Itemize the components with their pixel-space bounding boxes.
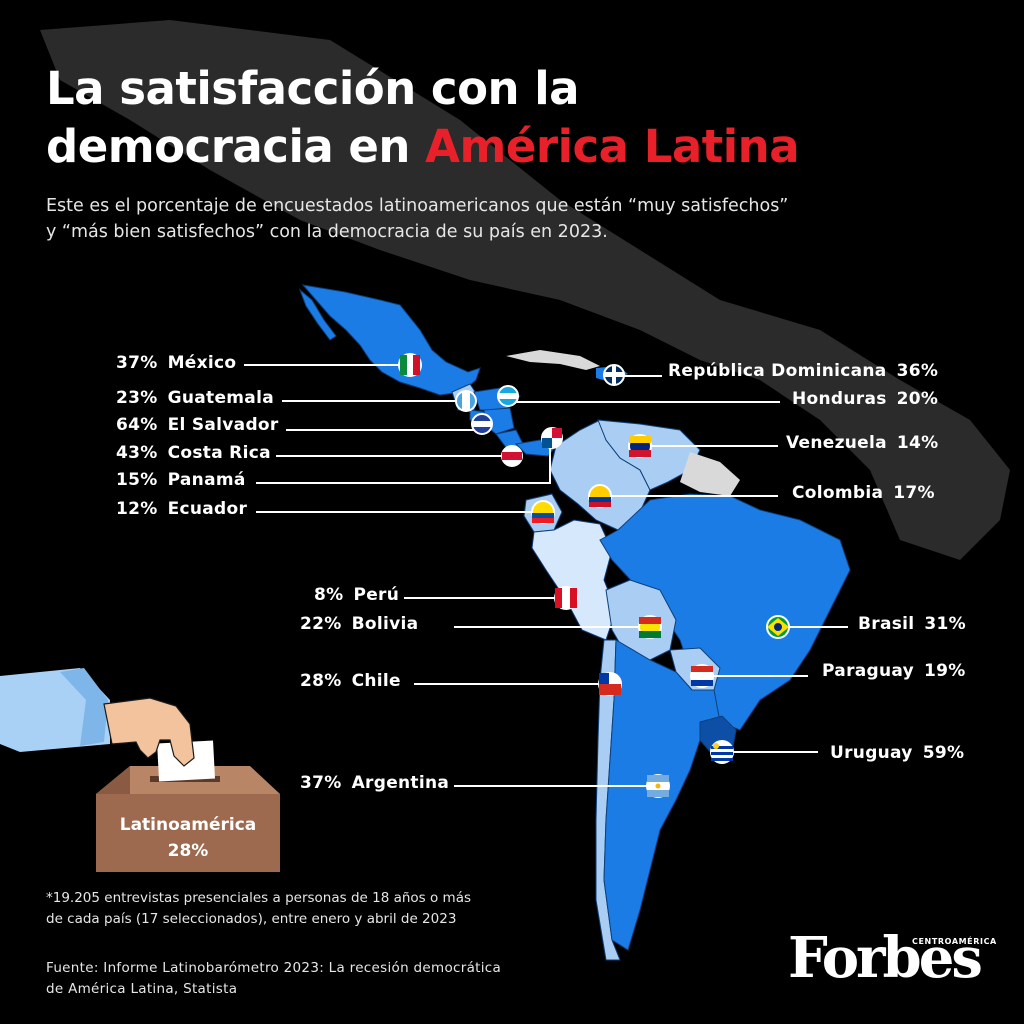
cuba-shape — [506, 350, 600, 370]
label-country: México — [167, 353, 237, 373]
label-country: Honduras — [792, 389, 887, 409]
label-pct: 19% — [924, 661, 966, 681]
label-honduras: Honduras 20% — [792, 388, 938, 410]
label-colombia: Colombia 17% — [792, 482, 935, 504]
subtitle: Este es el porcentaje de encuestados lat… — [46, 193, 976, 245]
leader-lines — [244, 364, 848, 787]
guianas-shape — [680, 452, 740, 496]
label-country: Panamá — [167, 470, 246, 490]
label-country: Guatemala — [167, 388, 274, 408]
label-brasil: Brasil 31% — [858, 613, 966, 635]
label-country: Chile — [351, 671, 401, 691]
label-country: Costa Rica — [167, 443, 271, 463]
brand-logo: Forbes — [788, 925, 983, 991]
title-line-2: democracia en — [46, 120, 410, 173]
latam-average-label: Latinoamérica 28% — [96, 812, 280, 864]
label-pct: 22% — [300, 614, 342, 634]
label-country: Paraguay — [822, 661, 915, 681]
label-mexico: 37% México — [116, 352, 236, 374]
label-country: República Dominicana — [668, 361, 887, 381]
label-dominican-republic: República Dominicana 36% — [668, 360, 938, 382]
label-pct: 59% — [922, 743, 965, 763]
flag-markers — [398, 353, 790, 798]
label-pct: 31% — [924, 614, 966, 634]
label-country: Uruguay — [830, 743, 913, 763]
label-ecuador: 12% Ecuador — [116, 498, 247, 520]
label-pct: 28% — [300, 671, 342, 691]
label-bolivia: 22% Bolivia — [300, 613, 418, 635]
label-pct: 36% — [896, 361, 939, 381]
label-pct: 17% — [893, 483, 935, 503]
label-pct: 37% — [116, 353, 158, 373]
north-america-silhouette — [40, 20, 1010, 560]
ballot-box-illustration — [0, 668, 280, 872]
label-country: Argentina — [351, 773, 450, 793]
source-line-2: de América Latina, Statista — [46, 981, 238, 997]
title-line-1: La satisfacción con la — [46, 62, 580, 115]
label-country: Colombia — [792, 483, 884, 503]
latam-average-value: 28% — [167, 841, 209, 861]
label-panama: 15% Panamá — [116, 469, 246, 491]
title-highlight: América Latina — [425, 120, 800, 173]
baja-california-shape — [298, 288, 337, 341]
label-guatemala: 23% Guatemala — [116, 387, 274, 409]
source-line-1: Fuente: Informe Latinobarómetro 2023: La… — [46, 960, 502, 976]
source-note: Fuente: Informe Latinobarómetro 2023: La… — [46, 958, 501, 1000]
label-venezuela: Venezuela 14% — [786, 432, 939, 454]
label-country: Perú — [353, 585, 400, 605]
hand — [103, 697, 195, 767]
ballot-box-body — [96, 794, 280, 872]
footnote-line-2: de cada país (17 seleccionados), entre e… — [46, 911, 457, 927]
label-pct: 20% — [896, 389, 939, 409]
label-pct: 14% — [896, 433, 939, 453]
label-paraguay: Paraguay 19% — [822, 660, 966, 682]
label-pct: 8% — [314, 585, 344, 605]
label-pct: 23% — [116, 388, 158, 408]
label-el-salvador: 64% El Salvador — [116, 414, 279, 436]
label-pct: 37% — [300, 773, 342, 793]
label-pct: 12% — [116, 499, 158, 519]
label-uruguay: Uruguay 59% — [830, 742, 964, 764]
label-country: Venezuela — [786, 433, 887, 453]
footnote: *19.205 entrevistas presenciales a perso… — [46, 888, 471, 930]
label-country: Bolivia — [351, 614, 419, 634]
latam-average-title: Latinoamérica — [119, 815, 257, 835]
label-argentina: 37% Argentina — [300, 772, 449, 794]
label-pct: 64% — [116, 415, 158, 435]
label-peru: 8% Perú — [314, 584, 399, 606]
label-country: El Salvador — [167, 415, 279, 435]
footnote-line-1: *19.205 entrevistas presenciales a perso… — [46, 890, 471, 906]
brand-edition: CENTROAMÉRICA — [912, 937, 997, 946]
subtitle-line-2: y “más bien satisfechos” con la democrac… — [46, 222, 608, 242]
label-country: Brasil — [858, 614, 915, 634]
label-pct: 43% — [116, 443, 158, 463]
label-pct: 15% — [116, 470, 158, 490]
label-country: Ecuador — [167, 499, 248, 519]
page-title: La satisfacción con la democracia en Amé… — [46, 60, 800, 176]
label-costa-rica: 43% Costa Rica — [116, 442, 271, 464]
label-chile: 28% Chile — [300, 670, 401, 692]
subtitle-line-1: Este es el porcentaje de encuestados lat… — [46, 196, 789, 216]
